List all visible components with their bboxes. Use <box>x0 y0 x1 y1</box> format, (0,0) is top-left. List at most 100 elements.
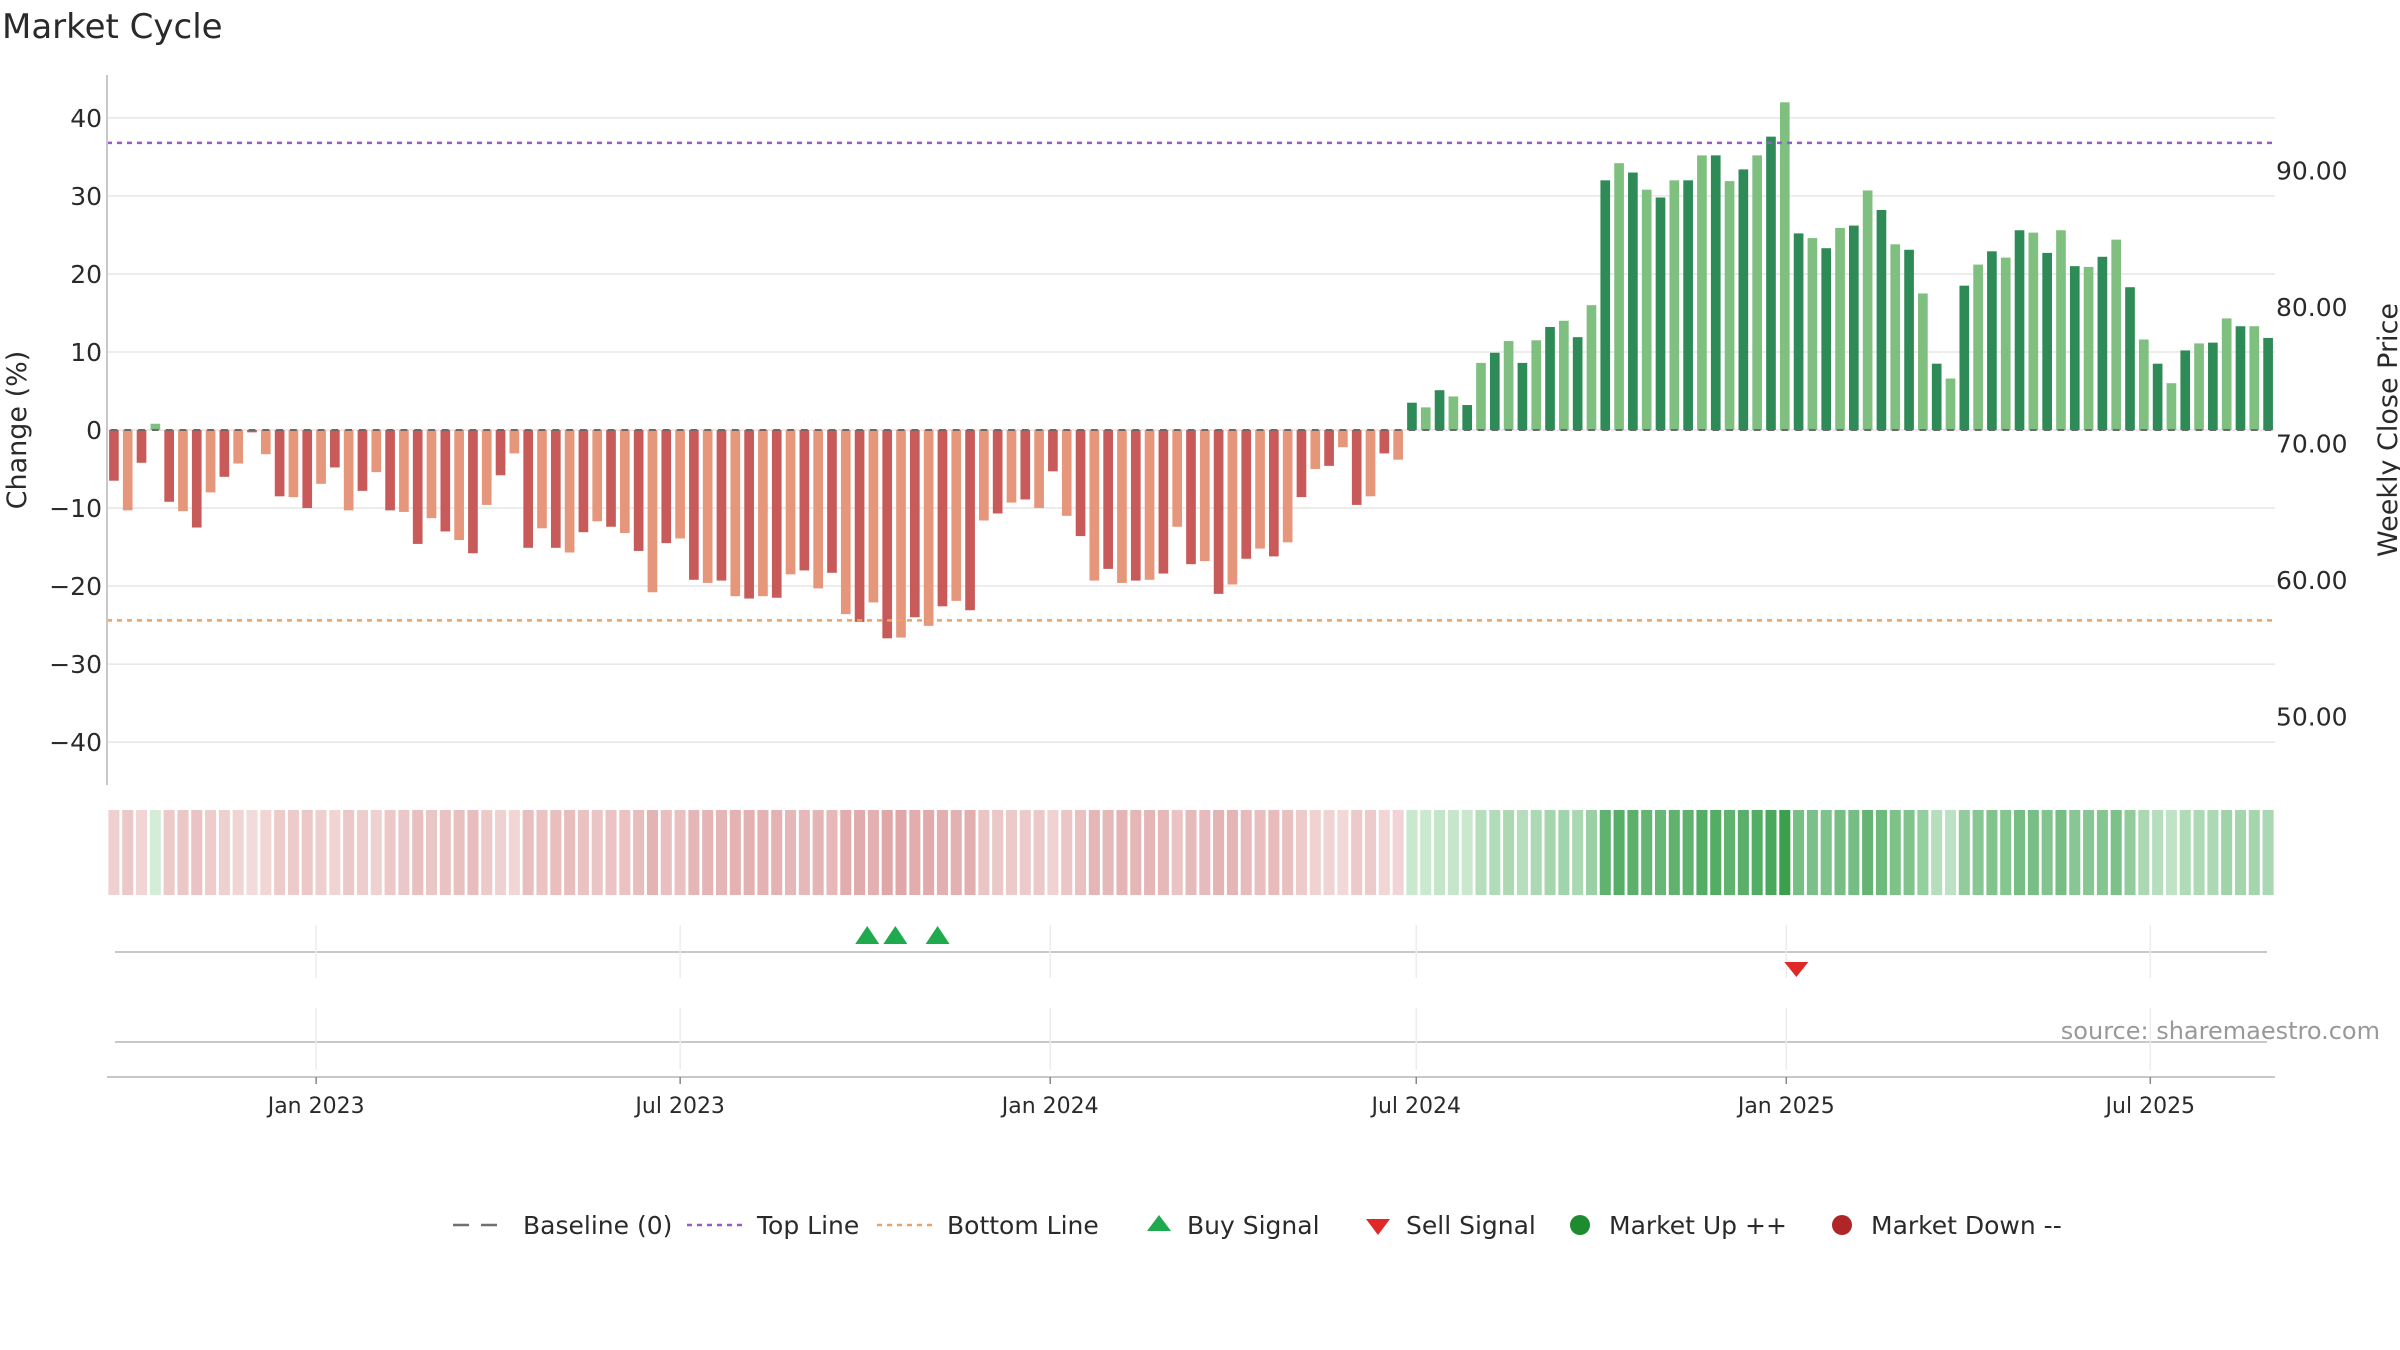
heat-cell <box>1806 810 1818 895</box>
change-bar <box>2235 326 2246 430</box>
heat-cell <box>1558 810 1570 895</box>
heat-cell <box>1033 810 1045 895</box>
heat-cell <box>1116 810 1128 895</box>
heat-cell <box>2179 810 2191 895</box>
change-bar <box>771 430 782 598</box>
heat-cell <box>1627 810 1639 895</box>
change-bar <box>412 430 423 544</box>
heat-cell <box>1668 810 1680 895</box>
change-bar <box>951 430 962 601</box>
legend-sell-triangle-icon <box>1366 1219 1390 1235</box>
x-tick-label: Jul 2025 <box>2104 1094 2196 1119</box>
change-bar <box>2221 318 2232 430</box>
heat-cell <box>329 810 341 895</box>
heat-cell <box>205 810 217 895</box>
change-bar <box>2152 363 2163 430</box>
heat-cell <box>1724 810 1736 895</box>
change-bar <box>1227 430 1238 585</box>
y-axis-label: Change (%) <box>2 351 33 510</box>
heat-strip-layer <box>108 810 2274 895</box>
change-bar <box>440 430 451 532</box>
heat-cell <box>384 810 396 895</box>
heat-cell <box>881 810 893 895</box>
change-bar <box>1876 209 1887 430</box>
change-bar <box>1641 189 1652 430</box>
y-tick-label: 40 <box>70 104 102 133</box>
heat-cell <box>964 810 976 895</box>
heat-cell <box>1862 810 1874 895</box>
change-bar <box>1669 180 1680 430</box>
change-bar <box>923 430 934 626</box>
change-bar <box>1862 190 1873 430</box>
change-bar <box>1351 430 1362 505</box>
change-bar <box>2083 266 2094 430</box>
heat-cell <box>757 810 769 895</box>
heat-cell <box>2221 810 2233 895</box>
change-bar <box>1420 407 1431 430</box>
change-bar <box>316 430 326 484</box>
y-tick-label: 20 <box>70 260 102 289</box>
legend-down-dot-icon <box>1832 1215 1852 1235</box>
heat-cell <box>1834 810 1846 895</box>
heat-cell <box>425 810 438 895</box>
heat-cell <box>2234 810 2246 895</box>
change-bar <box>330 430 340 468</box>
heat-cell <box>702 810 714 895</box>
change-bar <box>343 430 354 511</box>
buy-signal-marker <box>925 926 950 944</box>
change-bar <box>730 430 741 597</box>
y-tick-label: −20 <box>49 572 102 601</box>
change-bar <box>1503 341 1514 430</box>
y-tick-label: 0 <box>86 416 102 445</box>
change-bar <box>578 430 589 533</box>
y-tick-label: −30 <box>49 650 102 679</box>
change-bar <box>2249 326 2260 430</box>
change-bar <box>744 430 754 599</box>
change-bar <box>481 430 492 505</box>
heat-cell <box>2262 810 2274 895</box>
heat-cell <box>1972 810 1984 895</box>
change-bar <box>689 430 699 580</box>
heat-cell <box>1323 810 1335 895</box>
heat-cell <box>1061 810 1073 895</box>
heat-cell <box>2138 810 2150 895</box>
x-tick-label: Jan 2024 <box>1000 1094 1099 1119</box>
heat-cell <box>398 810 410 895</box>
heat-cell <box>936 810 948 895</box>
heat-cell <box>1765 810 1777 895</box>
change-bar <box>2180 350 2191 430</box>
change-bar <box>495 430 506 476</box>
change-bar <box>675 430 685 539</box>
change-bar <box>1628 172 1638 430</box>
heat-cell <box>536 810 548 895</box>
heat-cell <box>619 810 631 895</box>
heat-cell <box>1185 810 1197 895</box>
y2-tick-label: 80.00 <box>2276 293 2348 322</box>
heat-cell <box>481 810 493 895</box>
change-bar <box>1489 352 1500 430</box>
heat-cell <box>1364 810 1377 895</box>
heat-cell <box>1378 810 1390 895</box>
heat-cell <box>2041 810 2053 895</box>
heat-cell <box>274 810 286 895</box>
change-bar <box>1738 169 1749 430</box>
heat-cell <box>149 810 161 895</box>
heat-cell <box>1144 810 1156 895</box>
heat-cell <box>1268 810 1280 895</box>
heat-cell <box>1047 810 1059 895</box>
heat-cell <box>674 810 686 895</box>
change-bar <box>1710 155 1721 431</box>
change-bar <box>896 430 906 638</box>
legend-buy-triangle-icon <box>1147 1215 1171 1231</box>
change-bar <box>150 423 161 430</box>
heat-cell <box>1489 810 1501 895</box>
change-bar <box>1061 430 1072 516</box>
change-bar <box>1393 430 1403 460</box>
heat-cell <box>605 810 617 895</box>
change-bar <box>1904 249 1914 430</box>
change-bar <box>1241 430 1252 559</box>
change-bar <box>661 430 672 544</box>
change-bar <box>1614 163 1624 430</box>
heat-cell <box>315 810 327 895</box>
change-bar <box>2000 257 2011 430</box>
